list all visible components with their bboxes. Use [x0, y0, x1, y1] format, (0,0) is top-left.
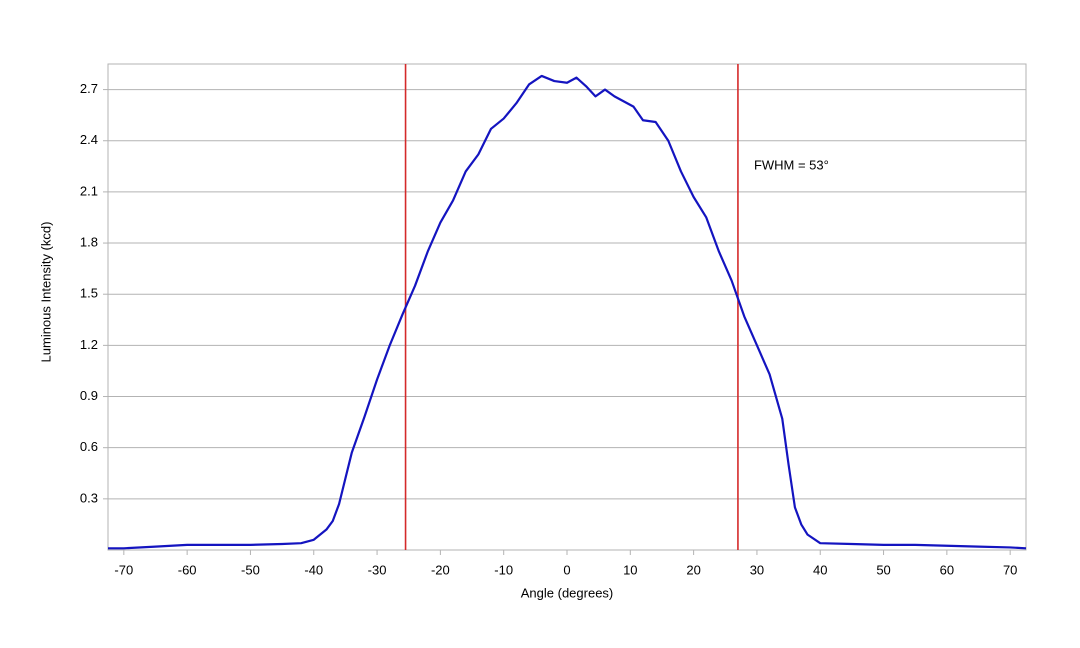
x-tick-label: -70: [114, 562, 133, 577]
plot-frame: [107, 63, 1027, 551]
y-tick-label: 0.6: [80, 439, 98, 454]
x-tick-label: 60: [940, 562, 954, 577]
x-tick-label: 30: [750, 562, 764, 577]
y-tick-label: 2.1: [80, 183, 98, 198]
x-tick-label: -20: [431, 562, 450, 577]
annotation: FWHM = 53°: [754, 157, 829, 172]
y-tick-label: 0.9: [80, 388, 98, 403]
x-tick-label: -60: [178, 562, 197, 577]
y-tick-label: 1.2: [80, 337, 98, 352]
x-tick-label: -30: [368, 562, 387, 577]
x-tick-label: 50: [876, 562, 890, 577]
data-line: [108, 74, 1027, 550]
y-tick-label: 2.7: [80, 81, 98, 96]
x-tick-label: -40: [304, 562, 323, 577]
x-axis-label: Angle (degrees): [521, 585, 614, 600]
x-tick-label: -50: [241, 562, 260, 577]
x-tick-label: 20: [686, 562, 700, 577]
x-tick-label: 0: [563, 562, 570, 577]
y-tick-label: 2.4: [80, 132, 98, 147]
y-tick-label: 0.3: [80, 490, 98, 505]
x-tick-label: 40: [813, 562, 827, 577]
y-axis-label: Luminous Intensity (kcd): [38, 222, 53, 363]
y-tick-label: 1.5: [80, 286, 98, 301]
y-tick-label: 1.8: [80, 234, 98, 249]
x-tick-label: -10: [494, 562, 513, 577]
x-tick-label: 70: [1003, 562, 1017, 577]
x-tick-label: 10: [623, 562, 637, 577]
